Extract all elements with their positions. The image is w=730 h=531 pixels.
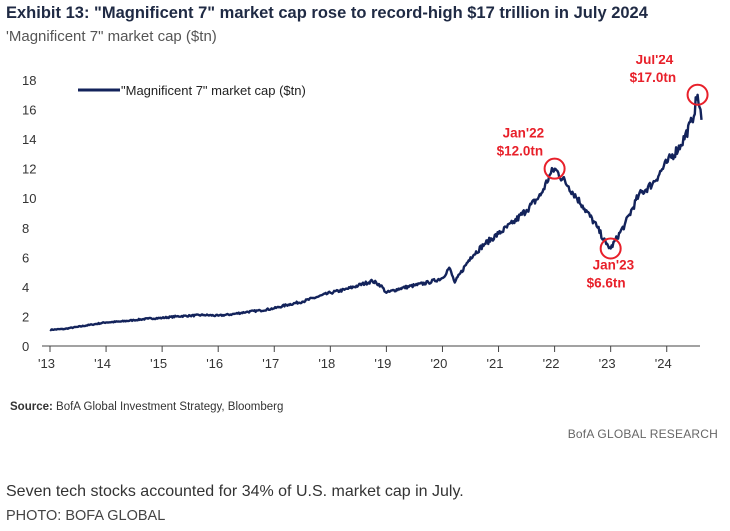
- annotation-circle: [543, 157, 566, 180]
- x-tick-label: '22: [543, 356, 560, 371]
- series-line: [49, 93, 703, 332]
- x-tick-label: '15: [150, 356, 167, 371]
- photo-caption: Seven tech stocks accounted for 34% of U…: [6, 483, 464, 500]
- x-axis: '13 '14 '15 '16 '17 '18 '19 '20 '21 '22 '23 '24: [38, 345, 700, 371]
- legend-label: "Magnificent 7" market cap ($tn): [121, 83, 306, 98]
- y-tick-label: 0: [22, 339, 29, 354]
- annotation-date: Jan'22: [503, 126, 545, 141]
- annotation-date: Jul'24: [636, 55, 674, 67]
- photo-credit: PHOTO: BOFA GLOBAL: [6, 508, 166, 524]
- annotation-value: $17.0tn: [630, 70, 677, 85]
- series-layer: [49, 93, 703, 332]
- annotation-circle: [599, 237, 622, 260]
- y-tick-label: 14: [22, 132, 36, 147]
- y-tick-label: 18: [22, 73, 36, 88]
- x-tick-label: '24: [655, 356, 672, 371]
- y-tick-label: 4: [22, 280, 29, 295]
- annotation-circle: [686, 83, 709, 106]
- annotation-value: $12.0tn: [497, 144, 544, 159]
- annotation-date: Jan'23: [593, 257, 635, 272]
- y-tick-label: 16: [22, 103, 36, 118]
- x-tick-label: '17: [262, 356, 279, 371]
- x-tick-label: '14: [94, 356, 111, 371]
- y-tick-label: 12: [22, 162, 36, 177]
- brand-label: BofA GLOBAL RESEARCH: [567, 427, 718, 441]
- y-tick-label: 8: [22, 221, 29, 236]
- x-tick-label: '18: [318, 356, 335, 371]
- source-text: BofA Global Investment Strategy, Bloombe…: [56, 401, 284, 413]
- source-note: Source: BofA Global Investment Strategy,…: [10, 401, 283, 413]
- x-tick-label: '13: [38, 356, 55, 371]
- annotation-layer: Jan'22 $12.0tn Jan'23 $6.6tn Jul'24 $17.0tn: [497, 55, 709, 290]
- y-axis: 0 2 4 6 8 10 12 14 16 18: [22, 73, 36, 354]
- annotation-value: $6.6tn: [587, 275, 626, 290]
- y-tick-label: 6: [22, 250, 29, 265]
- y-tick-label: 10: [22, 191, 36, 206]
- x-tick-label: '16: [206, 356, 223, 371]
- source-label: Source:: [10, 401, 53, 413]
- x-tick-label: '19: [374, 356, 391, 371]
- line-chart: 0 2 4 6 8 10 12 14 16 18 '13 '14 '15 '16 '17 '18 '19 '20…: [22, 55, 709, 371]
- x-tick-label: '20: [430, 356, 447, 371]
- x-tick-label: '21: [487, 356, 504, 371]
- chart-subtitle: 'Magnificent 7" market cap ($tn): [6, 28, 217, 45]
- y-tick-label: 2: [22, 309, 29, 324]
- legend: "Magnificent 7" market cap ($tn): [78, 83, 306, 98]
- chart-title: Exhibit 13: "Magnificent 7" market cap r…: [6, 4, 648, 22]
- x-tick-label: '23: [599, 356, 616, 371]
